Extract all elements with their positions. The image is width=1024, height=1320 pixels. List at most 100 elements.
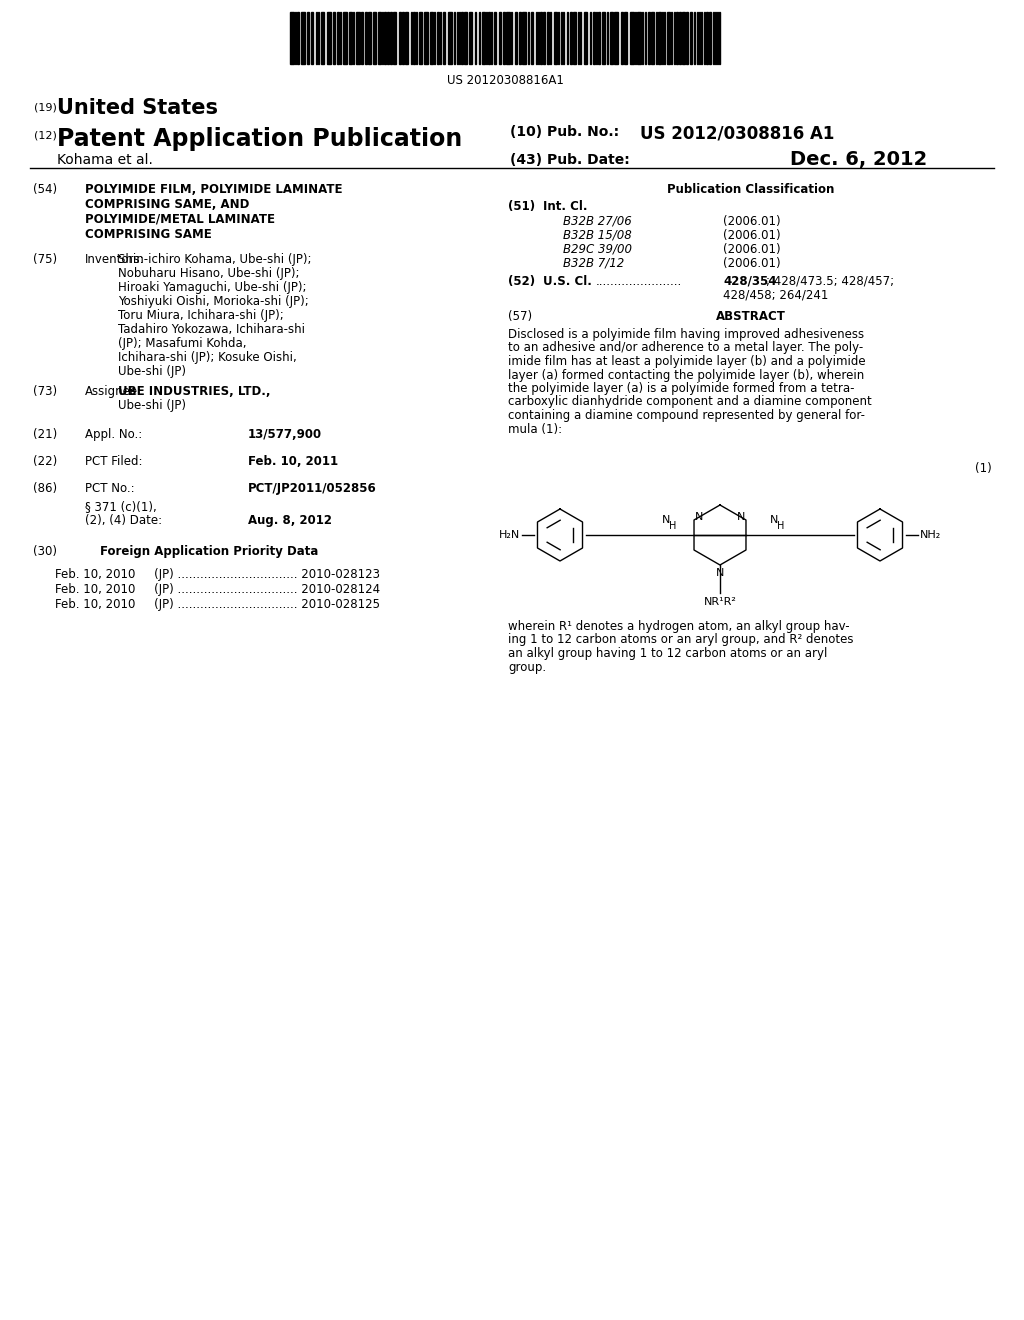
Text: Assignee:: Assignee: (85, 385, 142, 399)
Bar (531, 12, 534, 63)
Text: NR¹R²: NR¹R² (703, 597, 736, 607)
Bar (482, 12, 485, 63)
Text: Feb. 10, 2010     (JP) ................................ 2010-028123: Feb. 10, 2010 (JP) .....................… (55, 568, 380, 581)
Bar (598, 12, 600, 63)
Bar (430, 12, 433, 63)
Text: Disclosed is a polyimide film having improved adhesiveness: Disclosed is a polyimide film having imp… (508, 327, 864, 341)
Text: COMPRISING SAME, AND: COMPRISING SAME, AND (85, 198, 250, 211)
Text: the polyimide layer (a) is a polyimide formed from a tetra-: the polyimide layer (a) is a polyimide f… (508, 381, 854, 395)
Text: Inventors:: Inventors: (85, 253, 144, 267)
Bar (469, 12, 472, 63)
Text: POLYIMIDE/METAL LAMINATE: POLYIMIDE/METAL LAMINATE (85, 213, 275, 226)
Text: United States: United States (57, 98, 218, 117)
Bar (706, 12, 708, 63)
Text: NH₂: NH₂ (920, 531, 941, 540)
Text: ing 1 to 12 carbon atoms or an aryl group, and R² denotes: ing 1 to 12 carbon atoms or an aryl grou… (508, 634, 853, 647)
Text: .......................: ....................... (596, 275, 682, 288)
Bar (679, 12, 681, 63)
Text: Feb. 10, 2010     (JP) ................................ 2010-028124: Feb. 10, 2010 (JP) .....................… (55, 583, 380, 597)
Bar (321, 12, 324, 63)
Text: N: N (770, 515, 778, 525)
Bar (387, 12, 389, 63)
Text: to an adhesive and/or adherence to a metal layer. The poly-: to an adhesive and/or adherence to a met… (508, 342, 863, 355)
Bar (554, 12, 557, 63)
Bar (301, 12, 305, 63)
Text: Ube-shi (JP): Ube-shi (JP) (118, 366, 186, 378)
Bar (676, 12, 678, 63)
Bar (614, 12, 618, 63)
Text: Int. Cl.: Int. Cl. (543, 201, 588, 213)
Bar (686, 12, 688, 63)
Text: (54): (54) (33, 183, 57, 195)
Bar (506, 12, 510, 63)
Text: (2006.01): (2006.01) (723, 228, 780, 242)
Bar (503, 12, 505, 63)
Text: (JP); Masafumi Kohda,: (JP); Masafumi Kohda, (118, 337, 247, 350)
Text: Tadahiro Yokozawa, Ichihara-shi: Tadahiro Yokozawa, Ichihara-shi (118, 323, 305, 337)
Text: B32B 27/06: B32B 27/06 (563, 215, 632, 228)
Text: group.: group. (508, 660, 546, 673)
Bar (419, 12, 422, 63)
Bar (424, 12, 428, 63)
Text: Hiroaki Yamaguchi, Ube-shi (JP);: Hiroaki Yamaguchi, Ube-shi (JP); (118, 281, 306, 294)
Bar (402, 12, 404, 63)
Text: (86): (86) (33, 482, 57, 495)
Bar (297, 12, 299, 63)
Text: (2006.01): (2006.01) (723, 243, 780, 256)
Text: N: N (716, 568, 724, 578)
Text: H: H (777, 521, 784, 531)
Bar (540, 12, 542, 63)
Bar (413, 12, 415, 63)
Text: containing a diamine compound represented by general for-: containing a diamine compound represente… (508, 409, 865, 422)
Bar (449, 12, 452, 63)
Bar (393, 12, 396, 63)
Bar (584, 12, 587, 63)
Text: UBE INDUSTRIES, LTD.,: UBE INDUSTRIES, LTD., (118, 385, 270, 399)
Bar (356, 12, 360, 63)
Text: (51): (51) (508, 201, 536, 213)
Text: 13/577,900: 13/577,900 (248, 428, 323, 441)
Text: ABSTRACT: ABSTRACT (716, 310, 786, 323)
Bar (361, 12, 362, 63)
Text: § 371 (c)(1),: § 371 (c)(1), (85, 500, 157, 513)
Text: B29C 39/00: B29C 39/00 (563, 243, 632, 256)
Bar (610, 12, 613, 63)
Text: carboxylic dianhydride component and a diamine component: carboxylic dianhydride component and a d… (508, 396, 871, 408)
Text: (10) Pub. No.:: (10) Pub. No.: (510, 125, 620, 139)
Text: (57): (57) (508, 310, 532, 323)
Text: imide film has at least a polyimide layer (b) and a polyimide: imide film has at least a polyimide laye… (508, 355, 865, 368)
Text: U.S. Cl.: U.S. Cl. (543, 275, 592, 288)
Bar (570, 12, 572, 63)
Text: Publication Classification: Publication Classification (668, 183, 835, 195)
Text: B32B 15/08: B32B 15/08 (563, 228, 632, 242)
Bar (368, 12, 371, 63)
Text: H: H (670, 521, 677, 531)
Text: B32B 7/12: B32B 7/12 (563, 257, 625, 271)
Text: (21): (21) (33, 428, 57, 441)
Bar (543, 12, 545, 63)
Text: (12): (12) (34, 129, 57, 140)
Bar (390, 12, 392, 63)
Bar (488, 12, 490, 63)
Text: Ichihara-shi (JP); Kosuke Oishi,: Ichihara-shi (JP); Kosuke Oishi, (118, 351, 297, 364)
Text: POLYIMIDE FILM, POLYIMIDE LAMINATE: POLYIMIDE FILM, POLYIMIDE LAMINATE (85, 183, 342, 195)
Bar (573, 12, 575, 63)
Bar (384, 12, 386, 63)
Bar (337, 12, 339, 63)
Text: (73): (73) (33, 385, 57, 399)
Text: layer (a) formed contacting the polyimide layer (b), wherein: layer (a) formed contacting the polyimid… (508, 368, 864, 381)
Text: H₂N: H₂N (499, 531, 520, 540)
Text: Aug. 8, 2012: Aug. 8, 2012 (248, 513, 332, 527)
Bar (378, 12, 381, 63)
Bar (290, 12, 294, 63)
Text: (1): (1) (975, 462, 992, 475)
Text: ; 428/473.5; 428/457;: ; 428/473.5; 428/457; (766, 275, 894, 288)
Bar (494, 12, 496, 63)
Bar (373, 12, 376, 63)
Text: (19): (19) (34, 103, 57, 114)
Text: Ube-shi (JP): Ube-shi (JP) (118, 399, 186, 412)
Text: Feb. 10, 2011: Feb. 10, 2011 (248, 455, 338, 469)
Text: US 20120308816A1: US 20120308816A1 (446, 74, 563, 87)
Text: (2), (4) Date:: (2), (4) Date: (85, 513, 162, 527)
Text: N: N (695, 512, 703, 521)
